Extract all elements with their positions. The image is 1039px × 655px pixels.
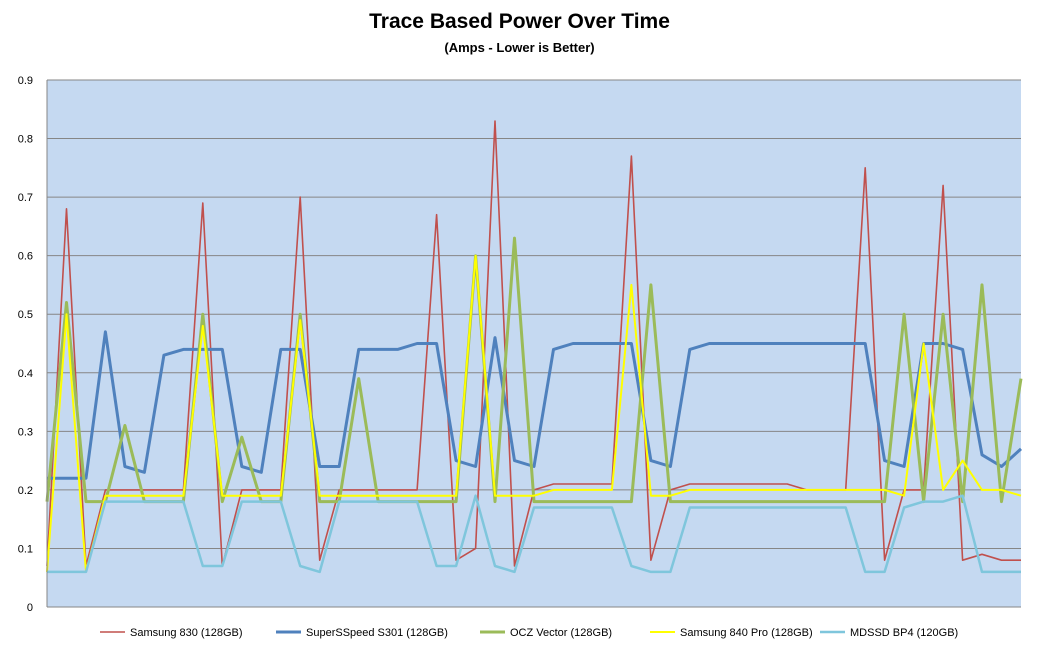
y-axis: 0 0.1 0.2 0.3 0.4 0.5 0.6 0.7 0.8 0.9 (18, 75, 33, 614)
series-line-3 (46, 254, 1022, 573)
y-tick-label: 0.1 (18, 543, 33, 555)
y-tick-label: 0 (27, 602, 33, 614)
y-tick-label: 0.9 (18, 75, 33, 87)
y-tick-label: 0.4 (18, 368, 33, 380)
chart-subtitle: (Amps - Lower is Better) (444, 40, 595, 55)
y-tick-label: 0.2 (18, 485, 33, 497)
legend-label: OCZ Vector (128GB) (510, 627, 612, 639)
legend-label: Samsung 830 (128GB) (130, 627, 243, 639)
legend: Samsung 830 (128GB) SuperSSpeed S301 (128… (100, 627, 958, 639)
gridlines (47, 79, 1021, 608)
legend-label: MDSSD BP4 (120GB) (850, 627, 958, 639)
y-tick-label: 0.5 (18, 309, 33, 321)
legend-label: SuperSSpeed S301 (128GB) (306, 627, 448, 639)
chart-title: Trace Based Power Over Time (369, 10, 670, 33)
y-tick-label: 0.3 (18, 426, 33, 438)
y-tick-label: 0.7 (18, 192, 33, 204)
y-tick-label: 0.6 (18, 251, 33, 263)
series-line-4 (47, 494, 1021, 574)
series-layer (45, 120, 1023, 574)
legend-label: Samsung 840 Pro (128GB) (680, 627, 813, 639)
y-tick-label: 0.8 (18, 134, 33, 146)
series-line-1 (47, 330, 1023, 480)
